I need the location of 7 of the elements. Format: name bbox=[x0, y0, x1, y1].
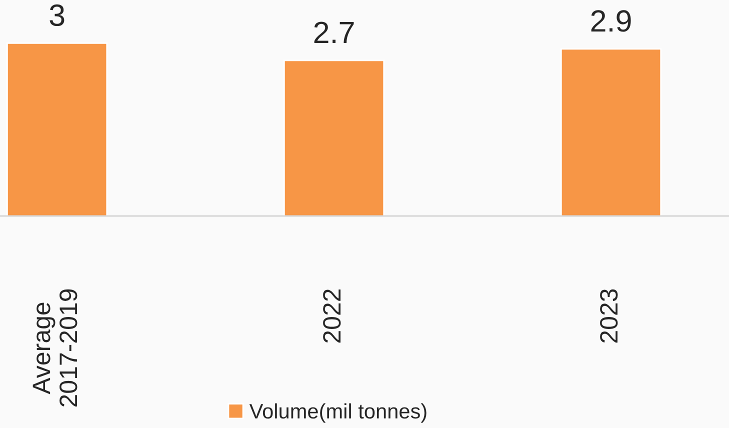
legend-label: Volume(mil tonnes) bbox=[249, 403, 426, 423]
data-label: 2.7 bbox=[314, 22, 354, 44]
data-label: 3 bbox=[50, 4, 64, 26]
data-label: 2.9 bbox=[591, 10, 631, 32]
x-tick-label: 2022 bbox=[323, 289, 341, 343]
x-tick-label: 2023 bbox=[600, 289, 618, 343]
x-tick-label: Average 2017-2019 bbox=[32, 289, 78, 407]
